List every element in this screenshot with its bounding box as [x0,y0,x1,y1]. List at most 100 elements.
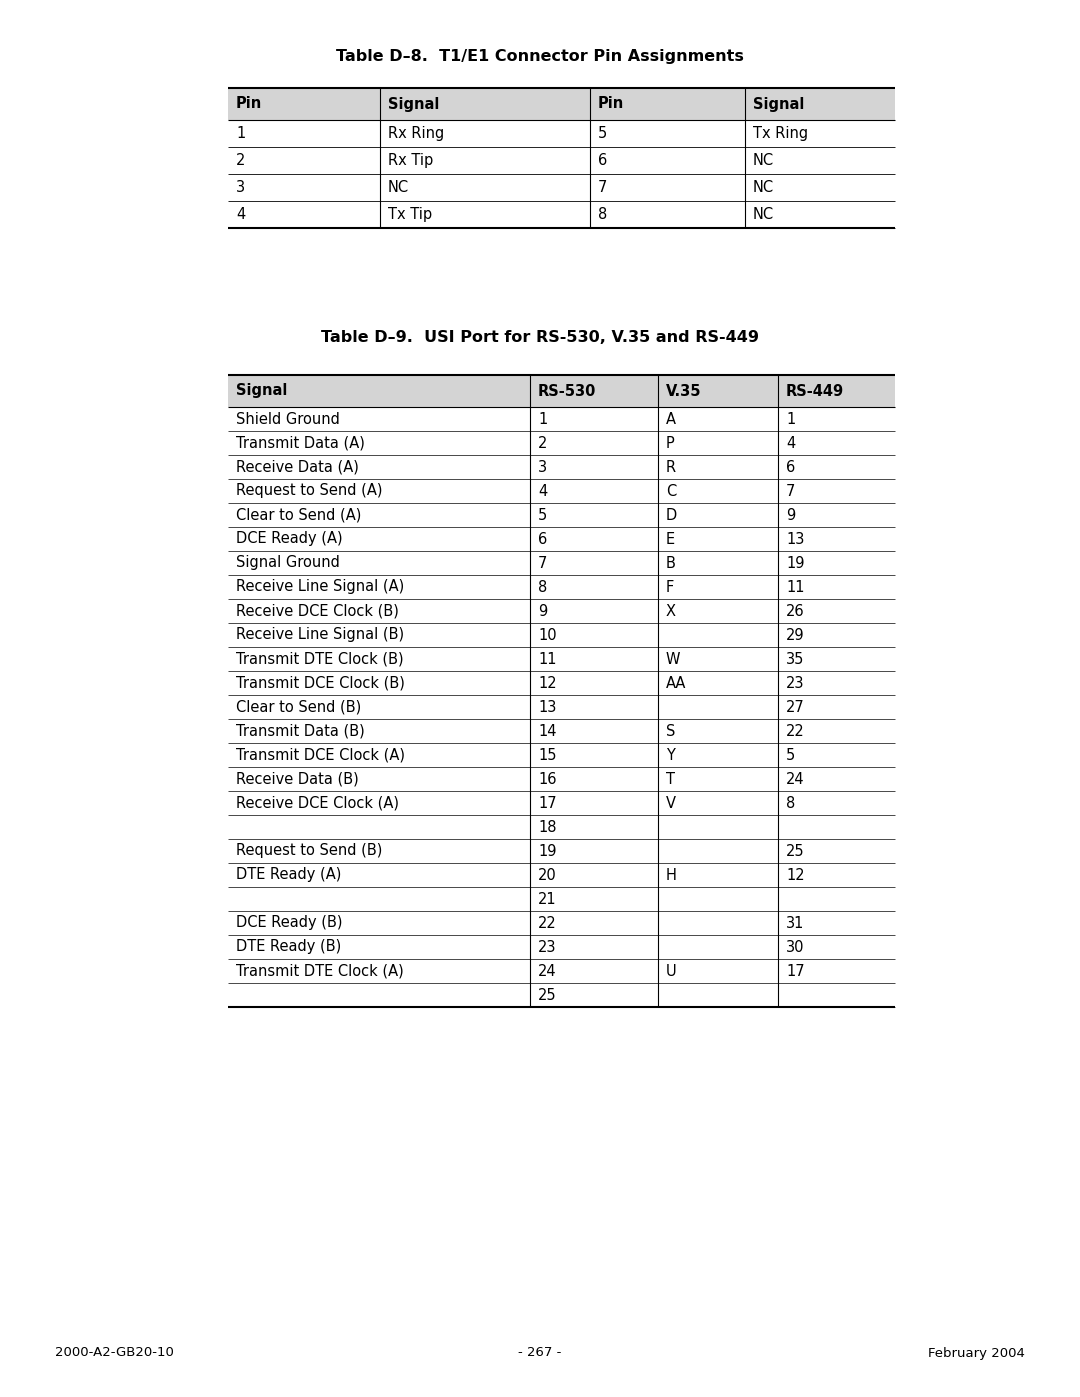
Text: Pin: Pin [598,96,624,112]
Text: A: A [666,412,676,426]
Text: Table D–9.  USI Port for RS-530, V.35 and RS-449: Table D–9. USI Port for RS-530, V.35 and… [321,331,759,345]
Text: NC: NC [388,180,409,196]
Text: E: E [666,531,675,546]
Text: 11: 11 [786,580,805,595]
Text: 19: 19 [786,556,805,570]
Text: 29: 29 [786,627,805,643]
Text: B: B [666,556,676,570]
Text: D: D [666,507,677,522]
Text: AA: AA [666,676,687,690]
Text: 31: 31 [786,915,805,930]
Text: 16: 16 [538,771,556,787]
Text: 25: 25 [786,844,805,859]
Text: Rx Ring: Rx Ring [388,126,444,141]
Text: 4: 4 [786,436,795,450]
Text: NC: NC [753,180,774,196]
Text: 6: 6 [786,460,795,475]
Text: DTE Ready (B): DTE Ready (B) [237,940,341,954]
Text: Request to Send (B): Request to Send (B) [237,844,382,859]
Text: 30: 30 [786,940,805,954]
Text: Shield Ground: Shield Ground [237,412,340,426]
Text: Receive Data (B): Receive Data (B) [237,771,359,787]
Text: 7: 7 [598,180,607,196]
Text: Signal: Signal [753,96,805,112]
Text: 21: 21 [538,891,556,907]
Text: X: X [666,604,676,619]
Text: S: S [666,724,675,739]
Text: 2: 2 [538,436,548,450]
Text: Receive DCE Clock (A): Receive DCE Clock (A) [237,795,399,810]
Text: U: U [666,964,677,978]
Bar [228,374,895,407]
Text: 5: 5 [598,126,607,141]
Text: RS-449: RS-449 [786,384,845,398]
Text: 3: 3 [237,180,245,196]
Text: Receive Line Signal (A): Receive Line Signal (A) [237,580,404,595]
Text: Rx Tip: Rx Tip [388,154,433,168]
Text: 2000-A2-GB20-10: 2000-A2-GB20-10 [55,1347,174,1359]
Text: V: V [666,795,676,810]
Text: Transmit Data (B): Transmit Data (B) [237,724,365,739]
Text: 18: 18 [538,820,556,834]
Text: 1: 1 [786,412,795,426]
Text: R: R [666,460,676,475]
Text: Transmit Data (A): Transmit Data (A) [237,436,365,450]
Text: - 267 -: - 267 - [518,1347,562,1359]
Text: Transmit DTE Clock (B): Transmit DTE Clock (B) [237,651,404,666]
Text: 23: 23 [538,940,556,954]
Text: 27: 27 [786,700,805,714]
Text: P: P [666,436,675,450]
Text: 22: 22 [786,724,805,739]
Text: Receive Data (A): Receive Data (A) [237,460,359,475]
Text: Receive DCE Clock (B): Receive DCE Clock (B) [237,604,399,619]
Text: 3: 3 [538,460,548,475]
Text: 13: 13 [538,700,556,714]
Text: 7: 7 [538,556,548,570]
Bar [228,88,895,120]
Text: Table D–8.  T1/E1 Connector Pin Assignments: Table D–8. T1/E1 Connector Pin Assignmen… [336,49,744,64]
Text: 20: 20 [538,868,557,883]
Text: F: F [666,580,674,595]
Text: Receive Line Signal (B): Receive Line Signal (B) [237,627,404,643]
Text: T: T [666,771,675,787]
Text: 7: 7 [786,483,795,499]
Text: 6: 6 [538,531,548,546]
Text: C: C [666,483,676,499]
Text: DTE Ready (A): DTE Ready (A) [237,868,341,883]
Text: Tx Ring: Tx Ring [753,126,808,141]
Text: 1: 1 [237,126,245,141]
Text: 24: 24 [538,964,556,978]
Text: 11: 11 [538,651,556,666]
Text: 2: 2 [237,154,245,168]
Text: 22: 22 [538,915,557,930]
Text: 4: 4 [237,207,245,222]
Text: 17: 17 [786,964,805,978]
Text: 15: 15 [538,747,556,763]
Text: 26: 26 [786,604,805,619]
Text: Signal Ground: Signal Ground [237,556,340,570]
Text: Request to Send (A): Request to Send (A) [237,483,382,499]
Text: 23: 23 [786,676,805,690]
Text: 4: 4 [538,483,548,499]
Text: 8: 8 [786,795,795,810]
Text: 5: 5 [786,747,795,763]
Text: NC: NC [753,154,774,168]
Text: 10: 10 [538,627,556,643]
Text: 9: 9 [786,507,795,522]
Text: 17: 17 [538,795,556,810]
Text: 12: 12 [538,676,556,690]
Text: 12: 12 [786,868,805,883]
Text: RS-530: RS-530 [538,384,596,398]
Text: Transmit DCE Clock (B): Transmit DCE Clock (B) [237,676,405,690]
Text: NC: NC [753,207,774,222]
Text: Signal: Signal [388,96,440,112]
Text: 24: 24 [786,771,805,787]
Text: 8: 8 [598,207,607,222]
Text: Clear to Send (A): Clear to Send (A) [237,507,362,522]
Text: 14: 14 [538,724,556,739]
Text: DCE Ready (B): DCE Ready (B) [237,915,342,930]
Text: 13: 13 [786,531,805,546]
Text: H: H [666,868,677,883]
Text: DCE Ready (A): DCE Ready (A) [237,531,342,546]
Text: 19: 19 [538,844,556,859]
